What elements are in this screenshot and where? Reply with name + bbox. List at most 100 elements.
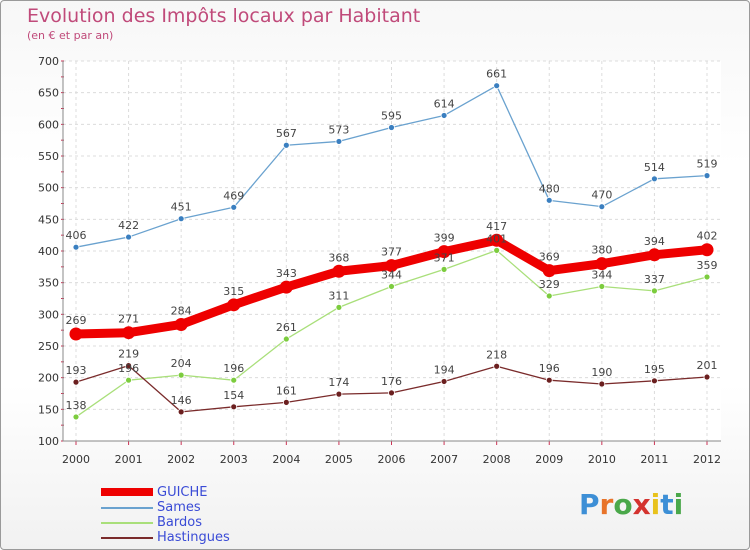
data-point-bardos (282, 335, 290, 343)
data-label-bardos: 401 (486, 232, 507, 245)
data-label-sames: 422 (118, 219, 139, 232)
legend-swatch-sames (101, 507, 153, 509)
data-point-guiche (279, 280, 293, 294)
chart-title: Evolution des Impôts locaux par Habitant (27, 5, 421, 27)
data-label-bardos: 344 (381, 268, 402, 281)
data-point-guiche (69, 327, 83, 341)
data-point-sames (651, 175, 658, 183)
data-label-bardos: 344 (591, 268, 612, 281)
data-point-hastingues (125, 362, 132, 370)
data-label-hastingues: 176 (381, 375, 402, 388)
y-tick-label: 700 (38, 55, 59, 68)
data-point-hastingues (440, 378, 448, 385)
data-label-sames: 661 (486, 68, 507, 81)
data-label-bardos: 337 (644, 273, 665, 286)
y-tick-label: 400 (38, 245, 59, 258)
data-point-guiche (227, 298, 241, 312)
legend-label-bardos: Bardos (157, 515, 202, 530)
data-label-hastingues: 190 (591, 366, 612, 379)
y-tick-label: 550 (38, 150, 59, 163)
legend-swatch-bardos (101, 522, 153, 524)
data-label-hastingues: 196 (539, 362, 560, 375)
data-label-sames: 514 (644, 161, 665, 174)
data-label-sames: 480 (539, 182, 560, 195)
data-point-bardos (388, 283, 395, 290)
y-tick-label: 600 (38, 118, 59, 131)
data-point-sames (230, 203, 238, 211)
data-label-bardos: 371 (434, 251, 455, 264)
data-point-sames (493, 82, 501, 90)
data-label-guiche: 369 (539, 251, 560, 264)
data-point-bardos (493, 246, 501, 254)
y-tick-label: 150 (38, 403, 59, 416)
data-label-sames: 519 (697, 158, 718, 171)
data-point-bardos (335, 303, 343, 311)
data-point-hastingues (545, 376, 553, 384)
data-label-bardos: 204 (171, 357, 192, 370)
data-point-hastingues (651, 377, 658, 385)
x-tick-label: 2008 (483, 453, 511, 466)
data-point-bardos (125, 376, 132, 384)
data-label-bardos: 196 (118, 362, 139, 375)
data-point-guiche (542, 264, 556, 278)
data-label-hastingues: 161 (276, 384, 297, 397)
data-point-sames (598, 203, 606, 211)
data-point-bardos (545, 292, 553, 300)
data-point-hastingues (177, 408, 185, 416)
data-point-guiche (122, 326, 136, 340)
data-point-guiche (332, 264, 346, 278)
y-tick-label: 450 (38, 213, 59, 226)
data-label-sames: 470 (591, 189, 612, 202)
data-label-hastingues: 219 (118, 348, 139, 361)
y-tick-label: 250 (38, 340, 59, 353)
x-tick-label: 2005 (325, 453, 353, 466)
data-point-hastingues (282, 398, 290, 406)
data-label-bardos: 138 (66, 399, 87, 412)
data-label-guiche: 315 (223, 285, 244, 298)
data-label-bardos: 359 (697, 259, 718, 272)
data-point-sames (282, 141, 290, 149)
data-point-sames (388, 124, 395, 131)
data-point-sames (125, 233, 132, 241)
logo-letter: i (673, 488, 684, 521)
data-label-hastingues: 195 (644, 363, 665, 376)
data-label-bardos: 196 (223, 362, 244, 375)
data-label-guiche: 269 (66, 314, 87, 327)
data-point-bardos (72, 413, 80, 421)
y-tick-label: 500 (38, 182, 59, 195)
data-point-sames (335, 138, 343, 145)
x-tick-label: 2006 (378, 453, 406, 466)
x-tick-label: 2007 (430, 453, 458, 466)
data-label-guiche: 368 (328, 251, 349, 264)
data-point-hastingues (703, 373, 711, 381)
legend-label-guiche: GUICHE (157, 485, 208, 500)
data-point-hastingues (388, 389, 395, 397)
x-tick-label: 2012 (693, 453, 721, 466)
data-label-guiche: 394 (644, 235, 665, 248)
data-point-sames (440, 112, 448, 119)
logo-letter: x (632, 488, 651, 521)
x-tick-label: 2010 (588, 453, 616, 466)
data-label-guiche: 284 (171, 304, 192, 317)
data-point-hastingues (230, 403, 238, 411)
data-label-sames: 573 (328, 123, 349, 136)
data-label-guiche: 377 (381, 246, 402, 259)
data-point-sames (177, 215, 185, 223)
data-label-sames: 451 (171, 201, 192, 214)
logo-letter: P (579, 488, 600, 521)
logo-letter: o (613, 488, 633, 521)
data-label-bardos: 311 (328, 289, 349, 302)
legend-label-sames: Sames (157, 500, 201, 515)
data-point-bardos (230, 376, 238, 384)
data-point-bardos (703, 273, 711, 281)
legend-swatch-guiche (101, 488, 153, 496)
x-tick-label: 2004 (272, 453, 300, 466)
data-label-guiche: 380 (591, 244, 612, 257)
data-label-guiche: 271 (118, 313, 139, 326)
x-tick-label: 2000 (62, 453, 90, 466)
y-tick-label: 200 (38, 372, 59, 385)
logo-letter: r (599, 488, 614, 521)
y-tick-label: 300 (38, 308, 59, 321)
data-label-hastingues: 193 (66, 364, 87, 377)
